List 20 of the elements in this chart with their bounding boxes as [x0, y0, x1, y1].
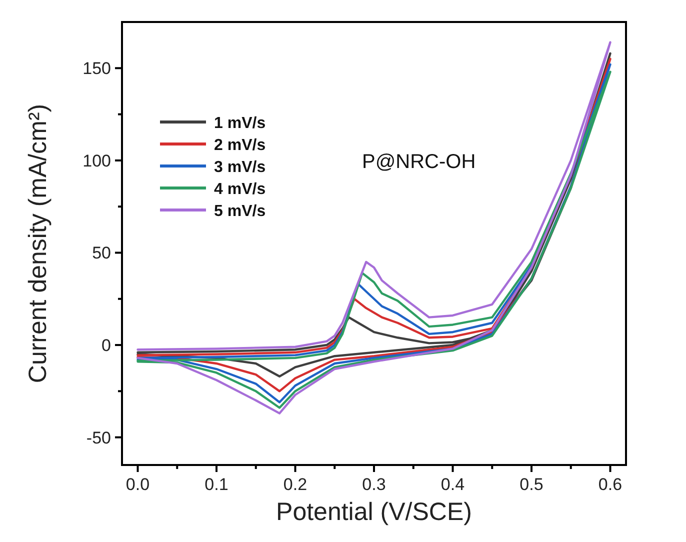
- x-tick-label: 0.1: [204, 475, 228, 494]
- legend-label: 4 mV/s: [214, 181, 266, 198]
- x-tick-label: 0.3: [362, 475, 386, 494]
- annotation: P@NRC-OH: [362, 151, 476, 173]
- legend-label: 5 mV/s: [214, 203, 266, 220]
- legend-label: 1 mV/s: [214, 115, 266, 132]
- y-tick-label: -50: [86, 428, 111, 448]
- x-tick-label: 0.2: [283, 475, 308, 494]
- legend-label: 3 mV/s: [214, 159, 266, 176]
- y-tick-label: 100: [82, 151, 111, 170]
- y-axis-title: Current density (mA/cm²): [24, 104, 52, 384]
- x-tick-label: 0.0: [126, 475, 150, 494]
- x-axis-title: Potential (V/SCE): [276, 498, 472, 526]
- y-tick-label: 50: [92, 244, 111, 263]
- legend-label: 2 mV/s: [214, 137, 266, 154]
- y-tick-label: 150: [82, 59, 111, 78]
- x-tick-label: 0.6: [598, 475, 622, 494]
- x-tick-label: 0.4: [440, 475, 465, 494]
- x-tick-label: 0.5: [520, 475, 544, 494]
- y-tick-label: 0: [102, 336, 111, 356]
